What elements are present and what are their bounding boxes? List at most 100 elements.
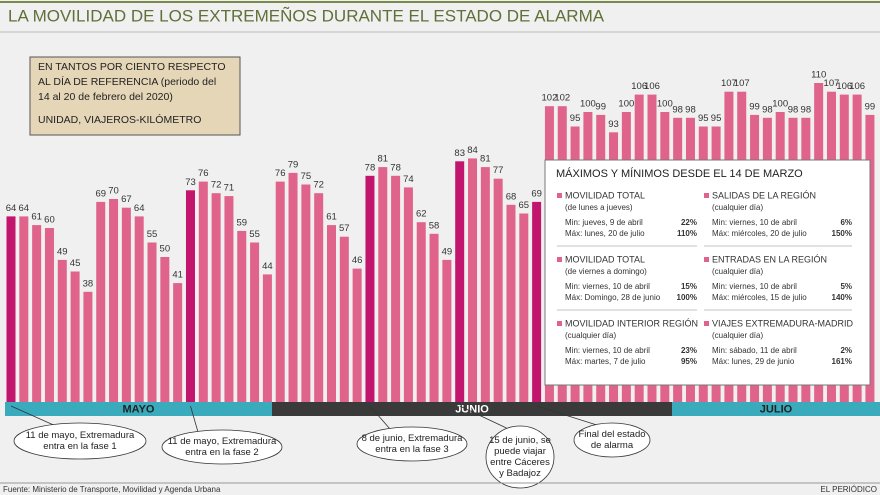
bar xyxy=(416,222,426,402)
item-name: MOVILIDAD TOTAL xyxy=(565,190,645,200)
value-label: 68 xyxy=(506,191,517,202)
bar xyxy=(134,216,144,402)
item-sub: (cualquier día) xyxy=(565,331,616,340)
value-label: 55 xyxy=(147,229,158,240)
value-label: 49 xyxy=(442,246,453,257)
value-label: 81 xyxy=(480,154,491,165)
bar xyxy=(121,207,131,402)
item-max: 161% xyxy=(832,357,852,366)
bar xyxy=(211,193,221,402)
item-min: 23% xyxy=(681,346,697,355)
value-label: 106 xyxy=(631,81,647,92)
value-label: 50 xyxy=(160,244,171,255)
bar xyxy=(198,181,208,402)
item-sub: (de lunes a jueves) xyxy=(565,203,633,212)
bar xyxy=(378,167,388,402)
value-label: 64 xyxy=(134,203,145,214)
month-band xyxy=(5,402,272,416)
bullet xyxy=(557,193,562,198)
value-label: 71 xyxy=(224,183,235,194)
item-min-label: Min: viernes, 10 de abril xyxy=(565,346,650,355)
value-label: 41 xyxy=(172,270,183,281)
callout-oval xyxy=(161,429,283,465)
value-label: 93 xyxy=(608,119,619,130)
bullet xyxy=(704,257,709,262)
item-max: 110% xyxy=(677,229,697,238)
value-label: 100 xyxy=(618,99,634,110)
value-label: 99 xyxy=(865,101,876,112)
bar xyxy=(403,187,413,402)
bar xyxy=(288,172,298,402)
bar xyxy=(493,178,503,402)
value-label: 99 xyxy=(595,101,606,112)
value-label: 70 xyxy=(108,186,119,197)
bar xyxy=(96,201,106,402)
bar xyxy=(327,225,336,402)
value-label: 72 xyxy=(211,180,222,191)
item-max: 140% xyxy=(832,293,852,302)
callout-oval xyxy=(13,422,147,460)
bar xyxy=(224,196,234,402)
value-label: 64 xyxy=(6,203,17,214)
value-label: 78 xyxy=(390,162,401,173)
bullet xyxy=(704,193,709,198)
callout-text: de alarma xyxy=(591,440,634,451)
bar xyxy=(6,216,16,402)
note-line: UNIDAD, VIAJEROS-KILÓMETRO xyxy=(38,113,201,126)
value-label: 107 xyxy=(824,78,840,89)
item-name: MOVILIDAD INTERIOR REGIÓN xyxy=(565,318,698,328)
item-min-label: Min: sábado, 11 de abril xyxy=(712,346,797,355)
bar xyxy=(83,291,93,402)
item-max-label: Máx: martes, 7 de julio xyxy=(565,357,646,366)
item-name: ENTRADAS EN LA REGIÓN xyxy=(712,254,827,264)
item-min: 15% xyxy=(681,282,697,291)
value-label: 102 xyxy=(542,93,558,104)
bar xyxy=(70,271,80,402)
callout-oval xyxy=(485,425,555,489)
value-label: 46 xyxy=(352,255,363,266)
value-label: 95 xyxy=(570,113,581,124)
callout-line xyxy=(536,405,597,426)
month-label: MAYO xyxy=(123,403,155,415)
item-max-label: Máx: miércoles, 20 de julio xyxy=(712,229,807,238)
value-label: 69 xyxy=(95,188,106,199)
bar xyxy=(391,175,401,402)
source: Fuente: Ministerio de Transporte, Movili… xyxy=(3,485,221,494)
bar xyxy=(275,181,285,402)
item-max: 95% xyxy=(681,357,697,366)
bar xyxy=(19,216,29,402)
bullet xyxy=(557,257,562,262)
bar xyxy=(455,161,465,402)
value-label: 67 xyxy=(121,194,132,205)
value-label: 44 xyxy=(262,261,273,272)
value-label: 106 xyxy=(849,81,865,92)
bar xyxy=(173,283,183,402)
month-band xyxy=(272,402,672,416)
value-label: 98 xyxy=(685,104,696,115)
callout-oval xyxy=(356,426,468,462)
value-label: 49 xyxy=(57,246,68,257)
item-max-label: Máx: miércoles, 15 de julio xyxy=(712,293,807,302)
month-label: JUNIO xyxy=(455,403,489,415)
value-label: 77 xyxy=(493,165,504,176)
value-label: 107 xyxy=(721,78,737,89)
bar xyxy=(506,204,516,402)
note-box xyxy=(29,56,241,136)
value-label: 62 xyxy=(416,209,427,220)
callout-line xyxy=(190,405,199,433)
item-min: 2% xyxy=(840,346,852,355)
callout-text: entra en la fase 1 xyxy=(43,441,116,452)
bar xyxy=(314,193,324,402)
title: LA MOVILIDAD DE LOS EXTREMEÑOS DURANTE E… xyxy=(8,6,605,25)
bar xyxy=(44,228,54,402)
callout-text: 11 de mayo, Extremadura xyxy=(168,436,277,447)
bar xyxy=(468,158,478,402)
item-sub: (de viernes a domingo) xyxy=(565,267,647,276)
item-min-label: Min: viernes, 10 de abril xyxy=(712,218,797,227)
value-label: 98 xyxy=(788,104,799,115)
callout-line xyxy=(459,405,507,429)
month-band xyxy=(672,402,880,416)
callout-text: entre Cáceres xyxy=(490,457,550,468)
item-max-label: Máx: lunes, 29 de junio xyxy=(712,357,795,366)
value-label: 110 xyxy=(811,70,826,81)
